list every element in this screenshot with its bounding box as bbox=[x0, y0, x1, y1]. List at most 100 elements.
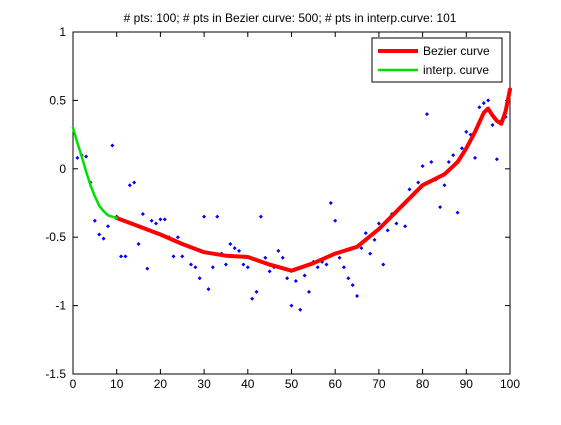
data-point bbox=[92, 218, 97, 223]
data-points bbox=[75, 87, 512, 312]
data-point bbox=[451, 153, 456, 158]
y-tick-label: 0.5 bbox=[49, 93, 66, 107]
data-point bbox=[154, 221, 159, 226]
data-point bbox=[416, 180, 421, 185]
data-point bbox=[149, 218, 154, 223]
data-point bbox=[140, 211, 145, 216]
data-point bbox=[215, 214, 220, 219]
y-tick-label: 1 bbox=[59, 25, 66, 39]
data-point bbox=[464, 129, 469, 134]
interp-curve-line bbox=[71, 126, 118, 220]
data-point bbox=[494, 157, 499, 162]
data-point bbox=[258, 214, 263, 219]
data-point bbox=[206, 287, 211, 292]
data-point bbox=[132, 180, 137, 185]
y-tick-label: -1.5 bbox=[45, 367, 66, 381]
data-point bbox=[241, 262, 246, 267]
data-point bbox=[315, 265, 320, 270]
data-point bbox=[486, 98, 491, 103]
data-point bbox=[355, 294, 360, 299]
data-point bbox=[293, 278, 298, 283]
data-point bbox=[446, 159, 451, 164]
data-point bbox=[97, 232, 102, 237]
data-point bbox=[289, 303, 294, 308]
data-point bbox=[202, 214, 207, 219]
data-point bbox=[424, 112, 429, 117]
data-point bbox=[350, 283, 355, 288]
data-point bbox=[237, 248, 242, 253]
curves bbox=[71, 87, 512, 273]
y-tick-label: -0.5 bbox=[45, 230, 66, 244]
data-point bbox=[363, 231, 368, 236]
data-point bbox=[346, 276, 351, 281]
data-point bbox=[306, 289, 311, 294]
x-tick-label: 20 bbox=[154, 377, 168, 391]
data-point bbox=[420, 164, 425, 169]
data-point bbox=[490, 123, 495, 128]
chart-title: # pts: 100; # pts in Bezier curve: 500; … bbox=[124, 11, 457, 25]
data-point bbox=[280, 255, 285, 260]
data-point bbox=[145, 266, 150, 271]
data-point bbox=[407, 187, 412, 192]
legend-label: Bezier curve bbox=[423, 44, 490, 58]
data-point bbox=[267, 269, 272, 274]
data-point bbox=[442, 183, 447, 188]
x-axis: 0 10 20 30 40 50 60 70 80 90 100 bbox=[70, 32, 520, 391]
data-point bbox=[403, 224, 408, 229]
data-point bbox=[328, 201, 333, 205]
x-tick-label: 60 bbox=[329, 377, 343, 391]
data-point bbox=[228, 242, 233, 247]
data-point bbox=[385, 228, 390, 233]
data-point bbox=[459, 146, 464, 151]
data-point bbox=[263, 255, 268, 260]
data-point bbox=[394, 221, 399, 226]
data-point bbox=[105, 224, 110, 229]
x-tick-label: 100 bbox=[500, 377, 520, 391]
plot-area bbox=[72, 31, 511, 375]
data-point bbox=[376, 221, 381, 226]
x-tick-label: 0 bbox=[70, 377, 77, 391]
data-point bbox=[171, 254, 176, 259]
x-tick-label: 70 bbox=[372, 377, 386, 391]
data-point bbox=[232, 246, 237, 251]
data-point bbox=[193, 265, 198, 270]
data-point bbox=[337, 255, 342, 260]
x-tick-label: 40 bbox=[241, 377, 255, 391]
legend-box bbox=[371, 37, 503, 83]
x-tick-label: 90 bbox=[460, 377, 474, 391]
data-point bbox=[298, 307, 303, 312]
data-point bbox=[162, 217, 167, 222]
data-point bbox=[84, 154, 89, 159]
bezier-curve-line bbox=[114, 87, 512, 273]
data-point bbox=[197, 276, 202, 281]
y-tick-label: -1 bbox=[55, 299, 66, 313]
data-point bbox=[368, 251, 373, 256]
data-point bbox=[276, 248, 281, 253]
data-point bbox=[333, 218, 338, 223]
legend: Bezier curve interp. curve bbox=[371, 37, 503, 83]
y-axis: -1.5 -1 -0.5 0 0.5 1 bbox=[45, 25, 510, 381]
data-point bbox=[302, 273, 307, 278]
data-point bbox=[123, 254, 128, 259]
legend-label: interp. curve bbox=[423, 63, 489, 77]
data-point bbox=[473, 155, 478, 160]
data-point bbox=[381, 262, 386, 267]
data-point bbox=[75, 155, 80, 160]
x-tick-label: 80 bbox=[416, 377, 430, 391]
y-tick-label: 0 bbox=[59, 162, 66, 176]
data-point bbox=[250, 296, 255, 301]
data-point bbox=[359, 246, 364, 251]
data-point bbox=[210, 265, 215, 270]
x-tick-label: 10 bbox=[110, 377, 124, 391]
data-point bbox=[477, 105, 482, 110]
data-point bbox=[481, 101, 486, 106]
data-point bbox=[127, 183, 132, 188]
data-point bbox=[254, 289, 259, 294]
data-point bbox=[429, 159, 434, 164]
data-point bbox=[372, 237, 377, 242]
data-point bbox=[101, 236, 106, 241]
data-point bbox=[341, 265, 346, 270]
data-point bbox=[455, 210, 460, 215]
